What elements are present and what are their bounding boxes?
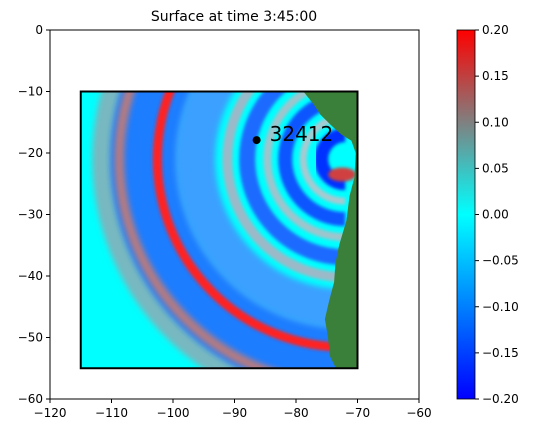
x-tick-label: −60: [406, 406, 431, 420]
y-tick-label: −60: [18, 392, 43, 406]
gauge-marker: [252, 136, 261, 145]
chart-title: Surface at time 3:45:00: [151, 9, 317, 25]
colorbar-tick-label: −0.10: [482, 300, 519, 314]
colorbar-tick-label: 0.05: [482, 161, 509, 175]
x-tick-label: −80: [283, 406, 308, 420]
y-axis: 0 −10 −20 −30 −40 −50 −60: [18, 23, 50, 406]
surface-field: [80, 91, 358, 369]
colorbar-tick-label: 0.00: [482, 208, 509, 222]
colorbar-tick-label: −0.05: [482, 254, 519, 268]
wave-crest: [222, 91, 346, 283]
colorbar-tick-label: 0.10: [482, 115, 509, 129]
domain-box: [79, 90, 359, 370]
x-tick-label: −110: [95, 406, 128, 420]
wave-trough: [110, 91, 346, 369]
coastal-crest: [328, 167, 357, 182]
wave-trough: [314, 128, 346, 191]
x-tick-label: −70: [345, 406, 370, 420]
y-tick-label: −30: [18, 208, 43, 222]
colorbar-axis: 0.20 0.15 0.10 0.05 0.00 −0.05 −0.10 −0.15 −0.20: [475, 23, 519, 406]
y-tick-label: −50: [18, 331, 43, 345]
gauge-label: 32412: [270, 122, 334, 146]
colorbar-tick-label: −0.20: [482, 392, 519, 406]
wave-trough: [175, 91, 346, 330]
wave-trough: [239, 91, 346, 266]
colorbar-tick-label: −0.15: [482, 346, 519, 360]
colorbar-tick-label: 0.15: [482, 69, 509, 83]
y-tick-label: −20: [18, 146, 43, 160]
x-tick-label: −100: [157, 406, 190, 420]
land-mass: [303, 91, 358, 369]
x-tick-label: −120: [34, 406, 67, 420]
wave-trough: [92, 91, 258, 369]
y-tick-label: −40: [18, 269, 43, 283]
wave-crest: [263, 91, 346, 242]
wave-crest: [152, 91, 346, 352]
wave-crest: [114, 91, 274, 369]
colorbar-tick-label: 0.20: [482, 23, 509, 37]
x-axis: −120 −110 −100 −90 −80 −70 −60: [34, 399, 432, 420]
y-tick-label: −10: [18, 85, 43, 99]
y-tick-label: 0: [35, 23, 43, 37]
x-tick-label: −90: [222, 406, 247, 420]
colorbar: [456, 29, 476, 400]
